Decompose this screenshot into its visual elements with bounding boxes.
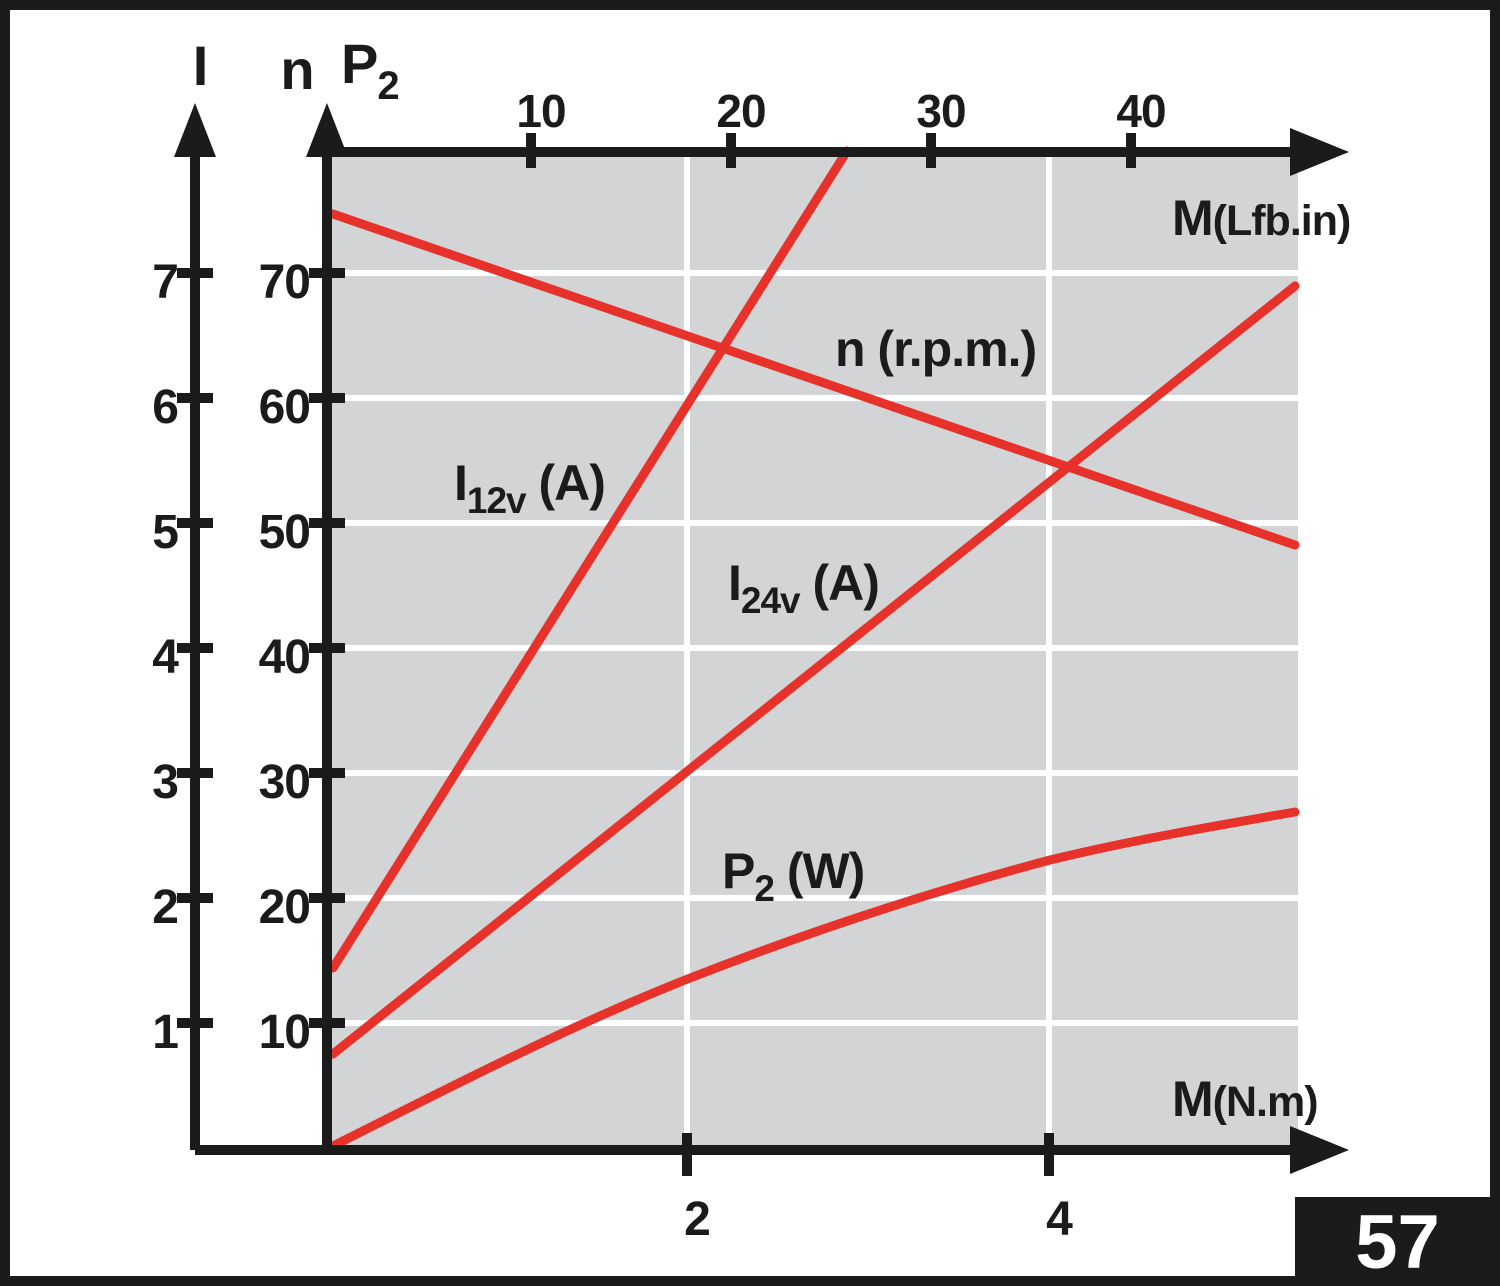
bottom-tick-2: 2 [684,1193,711,1246]
power-axis-label-sub: 2 [377,64,399,108]
i-tick-1: 1 [152,1006,179,1059]
bottom-axis-unit-base: M [1172,1071,1214,1127]
n-tick-50: 50 [258,506,311,559]
top-axis-unit-text: (Lfb.in) [1212,197,1352,245]
bottom-axis-unit-text: (N.m) [1212,1078,1319,1126]
i24v-label-rest: (A) [799,555,880,611]
top-tick-10: 10 [516,85,566,137]
curves [328,146,1300,1151]
p2-curve [328,807,1300,1151]
i12v-label-base: I [454,455,468,511]
speed-axis-label: n [280,38,314,101]
i-tick-4: 4 [152,631,179,684]
page-number-badge: 57 [1295,1197,1490,1276]
bottom-axis-ticks [682,1133,1054,1176]
n-tick-10: 10 [258,1006,311,1059]
bottom-axis-unit-label: M(N.m) [1172,1071,1319,1127]
p2-label-rest: (W) [773,843,866,899]
bottom-tick-4: 4 [1046,1193,1073,1246]
i-tick-6: 6 [152,381,179,434]
top-tick-30: 30 [916,85,966,137]
top-axis-ticks [526,133,1136,168]
i-tick-5: 5 [152,506,179,559]
n-rpm-curve [328,209,1300,550]
power-axis-label-base: P [341,32,378,95]
p2-label-base: P [722,843,755,899]
i12v-label-rest: (A) [525,455,606,511]
i-tick-3: 3 [152,756,179,809]
speed-power-axis-ticks [309,268,345,1028]
current-axis-arrow-icon [174,103,216,157]
p2-curve-label: P2 (W) [722,843,866,907]
n-tick-40: 40 [258,631,311,684]
i12v-label-sub: 12v [466,480,527,521]
axis-arrows [174,103,1349,1174]
top-axis-unit-base: M [1172,190,1214,246]
gridlines [328,150,1298,1150]
top-tick-20: 20 [716,85,766,137]
n-tick-20: 20 [258,881,311,934]
current-axis-label: I [192,34,209,97]
n-curve-label: n (r.p.m.) [835,321,1037,377]
current-axis-ticks [177,268,213,1028]
p2-label-sub: 2 [754,868,775,909]
bottom-axis-arrow-icon [1290,1126,1349,1174]
top-axis-arrow-icon [1290,128,1349,176]
top-tick-40: 40 [1116,85,1166,137]
top-axis-unit-label: M(Lfb.in) [1172,190,1352,246]
n-tick-30: 30 [258,756,311,809]
power-axis-label: P2 [341,36,400,107]
i24v-label-base: I [728,555,742,611]
n-tick-60: 60 [258,381,311,434]
i12v-curve [328,146,852,973]
n-tick-70: 70 [258,256,311,309]
i-tick-2: 2 [152,881,179,934]
chart-canvas [174,103,1349,1176]
i24v-curve-label: I24v (A) [728,555,880,619]
i24v-label-sub: 24v [740,580,801,621]
axes [177,133,1300,1176]
i24v-curve [328,281,1300,1059]
i12v-curve-label: I12v (A) [454,455,606,519]
speed-power-axis-arrow-icon [306,103,348,157]
i-tick-7: 7 [152,256,179,309]
